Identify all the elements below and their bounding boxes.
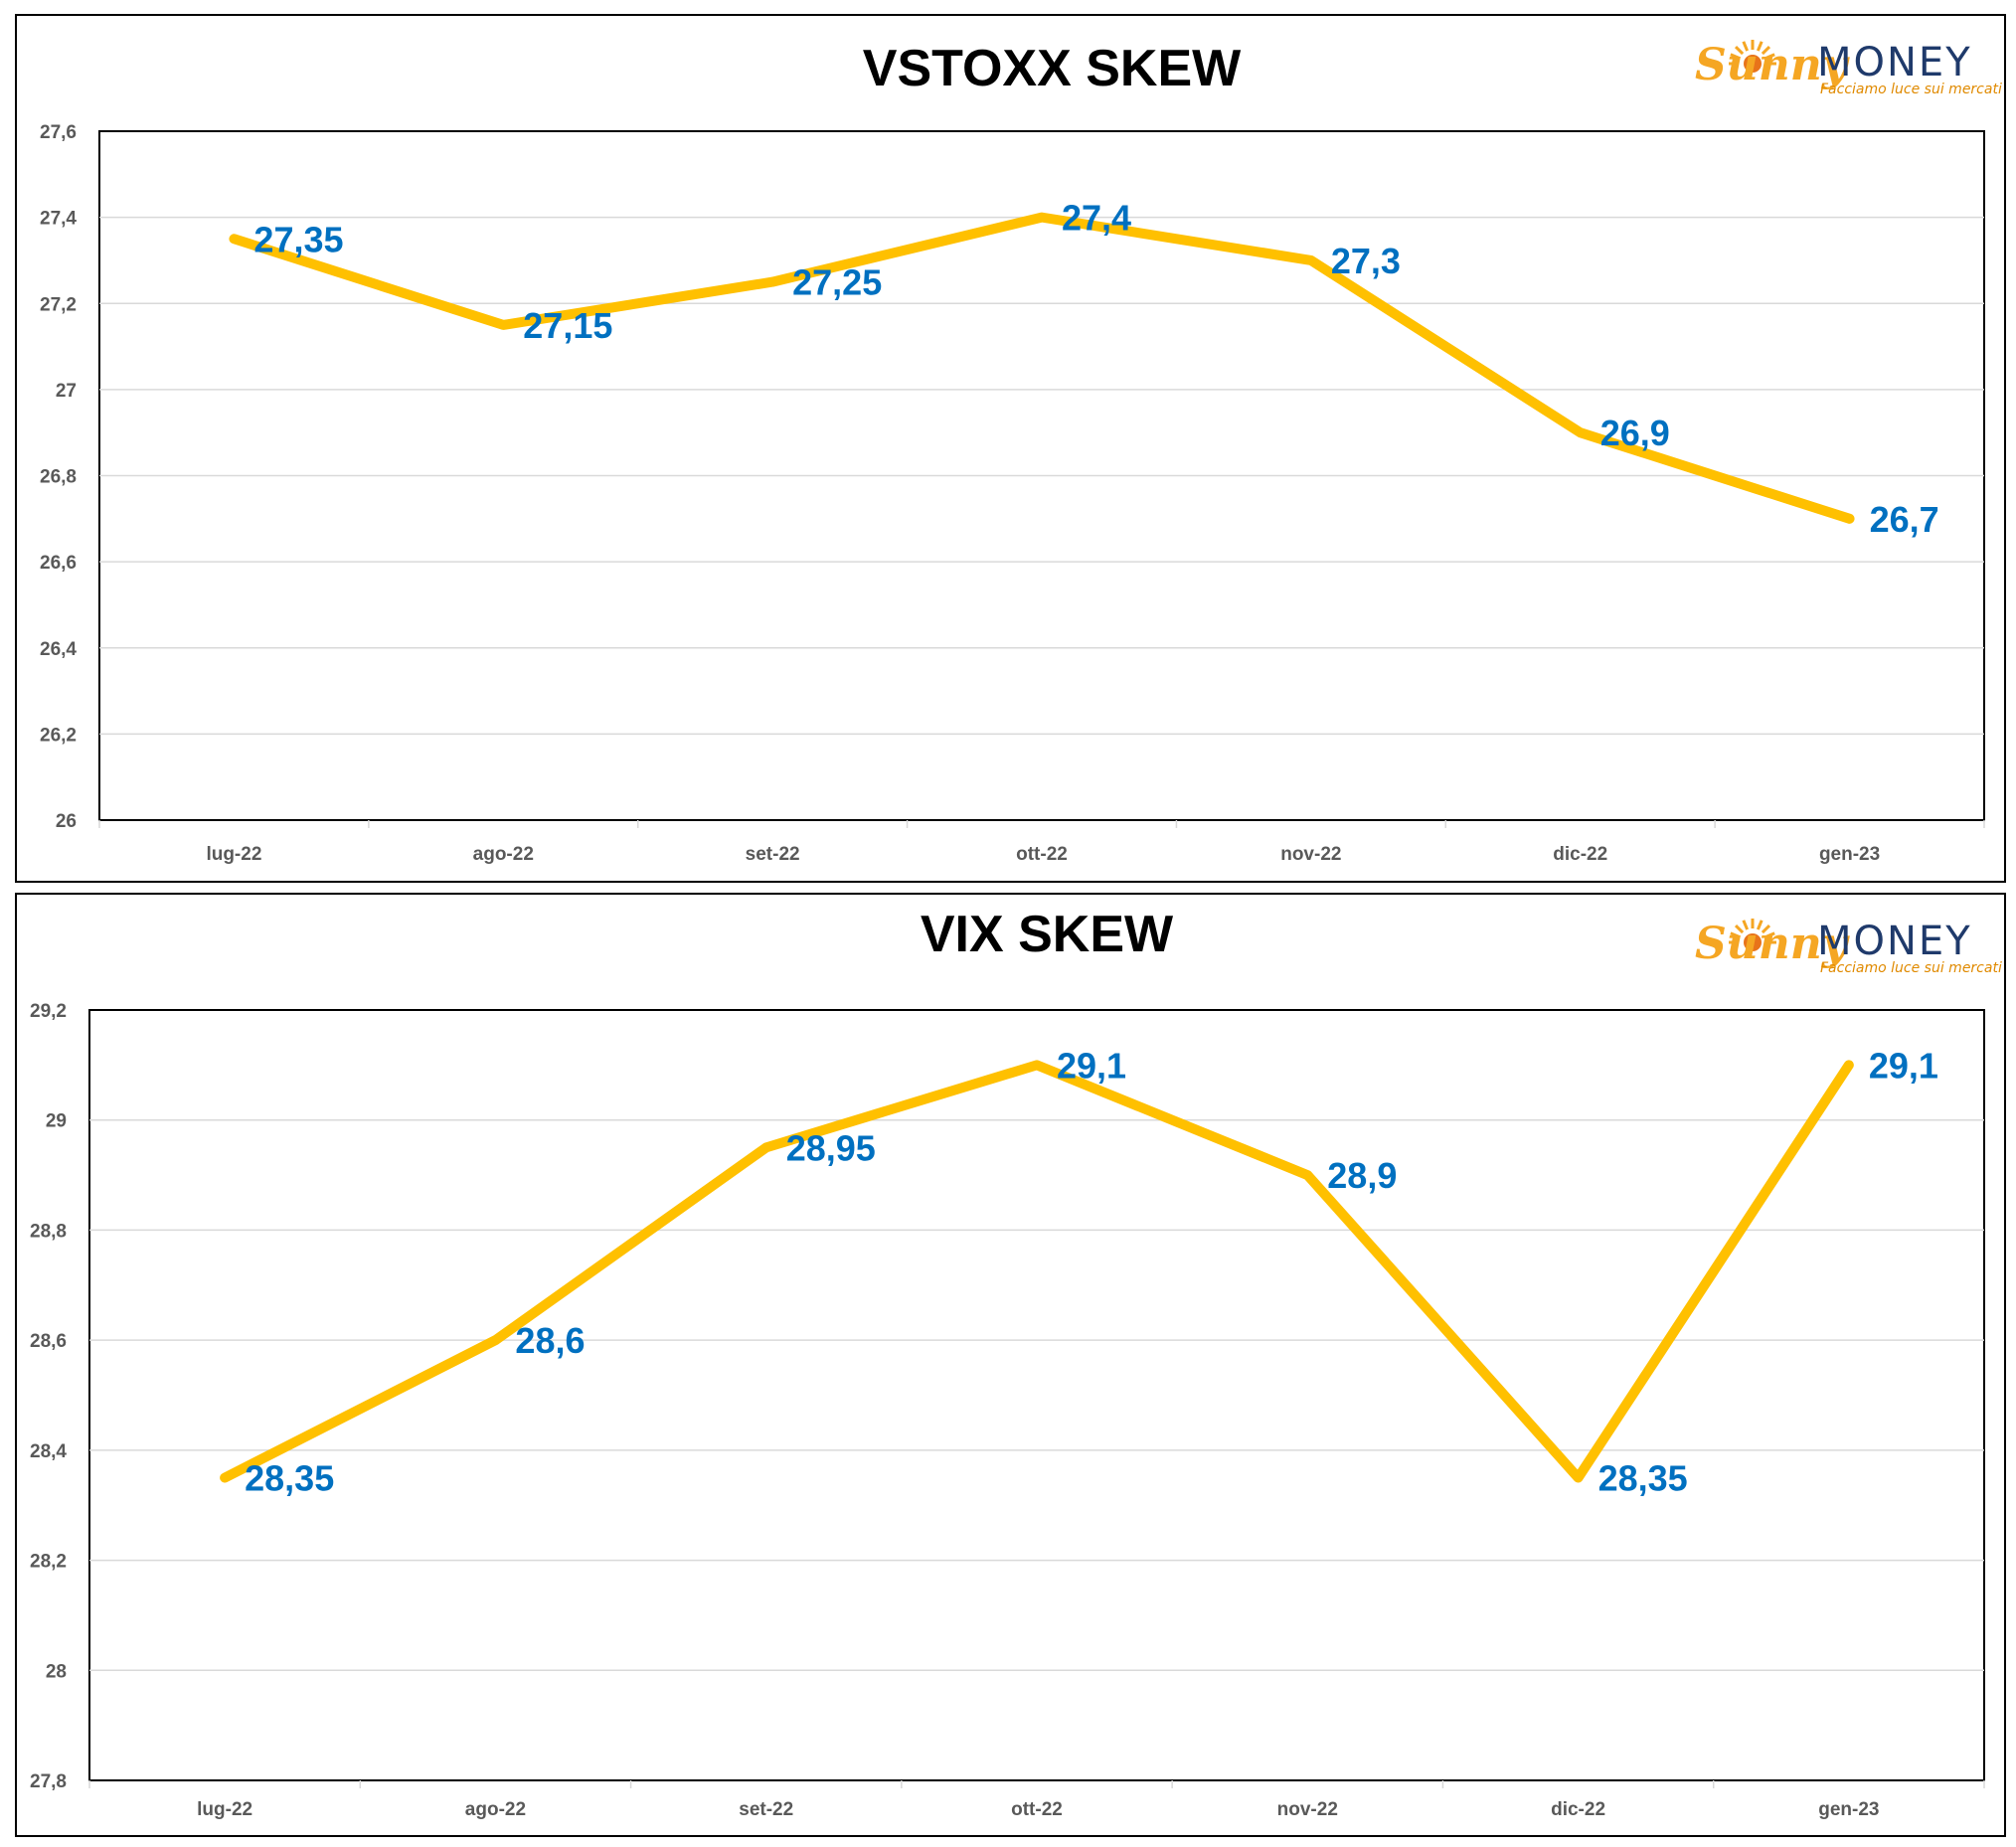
chart-title: VIX SKEW — [921, 906, 1174, 963]
sun-icon — [1729, 919, 1776, 951]
x-tick-label: gen-23 — [1819, 844, 1880, 865]
data-point — [1847, 1064, 1850, 1067]
y-tick-label: 27,8 — [30, 1771, 67, 1792]
y-tick-label: 28,6 — [30, 1331, 67, 1352]
data-point — [1848, 517, 1851, 520]
vstoxx-skew-chart: VSTOXX SKEW Sunny MONEY Facciamo luce sui m… — [15, 14, 2006, 883]
x-tick-label: set-22 — [739, 1799, 793, 1820]
y-tick-label: 26,6 — [40, 553, 77, 574]
logo-money-text: MONEY — [1817, 40, 1972, 85]
x-tick-label: lug-22 — [197, 1799, 252, 1820]
data-point — [1036, 1064, 1038, 1067]
data-label: 27,35 — [253, 219, 343, 259]
data-point — [1579, 431, 1582, 434]
logo-tagline: Facciamo luce sui mercati — [1820, 960, 2002, 976]
data-point — [494, 1339, 497, 1342]
data-label: 27,3 — [1331, 241, 1401, 281]
y-tick-label: 27 — [56, 381, 77, 402]
data-label: 26,7 — [1870, 499, 1939, 540]
data-point — [502, 323, 505, 326]
data-label: 28,6 — [515, 1320, 585, 1361]
y-tick-label: 26 — [56, 811, 77, 832]
logo-money-text: MONEY — [1817, 919, 1972, 964]
data-point — [224, 1476, 227, 1479]
y-tick-label: 27,2 — [40, 294, 77, 315]
y-tick-label: 28 — [46, 1661, 67, 1682]
data-label: 29,1 — [1869, 1045, 1938, 1086]
y-tick-label: 28,4 — [30, 1441, 67, 1462]
y-tick-label: 26,4 — [40, 639, 77, 660]
vix-skew-chart: VIX SKEW Sunny MONEY Facciamo luce sui merc… — [15, 893, 2006, 1837]
x-tick-label: ott-22 — [1011, 1799, 1063, 1820]
y-tick-label: 29,2 — [30, 1001, 67, 1022]
chart-title: VSTOXX SKEW — [863, 40, 1242, 97]
data-label: 28,35 — [245, 1458, 334, 1499]
x-tick-label: dic-22 — [1553, 844, 1607, 865]
data-label: 27,15 — [523, 305, 612, 346]
data-label: 28,9 — [1327, 1155, 1397, 1196]
data-label: 29,1 — [1057, 1045, 1126, 1086]
x-tick-label: ago-22 — [473, 844, 534, 865]
y-tick-label: 26,2 — [40, 725, 77, 746]
y-tick-label: 28,2 — [30, 1552, 67, 1573]
data-point — [1309, 258, 1312, 261]
x-tick-label: nov-22 — [1277, 1799, 1338, 1820]
plot-area — [88, 1009, 1985, 1781]
data-point — [1041, 216, 1043, 219]
logo-sunny-text: Sunny — [1695, 40, 1851, 90]
y-tick-label: 27,4 — [40, 209, 77, 230]
data-point — [771, 280, 774, 283]
y-tick-label: 29 — [46, 1111, 67, 1132]
x-tick-label: gen-23 — [1818, 1799, 1879, 1820]
x-tick-label: nov-22 — [1280, 844, 1341, 865]
x-tick-label: lug-22 — [206, 844, 261, 865]
sun-icon — [1729, 40, 1776, 73]
data-label: 27,25 — [792, 262, 882, 303]
logo-sunny-text: Sunny — [1695, 919, 1851, 969]
data-point — [1306, 1174, 1309, 1177]
data-point — [233, 238, 236, 241]
x-tick-label: ott-22 — [1016, 844, 1068, 865]
data-label: 28,95 — [786, 1127, 876, 1168]
x-tick-label: set-22 — [746, 844, 800, 865]
x-tick-label: dic-22 — [1551, 1799, 1605, 1820]
data-label: 27,4 — [1062, 198, 1131, 239]
data-label: 26,9 — [1600, 413, 1670, 453]
data-label: 28,35 — [1598, 1458, 1688, 1499]
data-point — [1577, 1476, 1580, 1479]
logo-tagline: Facciamo luce sui mercati — [1820, 82, 2002, 97]
y-tick-label: 28,8 — [30, 1221, 67, 1242]
data-point — [764, 1146, 767, 1149]
x-tick-label: ago-22 — [465, 1799, 526, 1820]
y-tick-label: 26,8 — [40, 467, 77, 488]
y-tick-label: 27,6 — [40, 122, 77, 143]
